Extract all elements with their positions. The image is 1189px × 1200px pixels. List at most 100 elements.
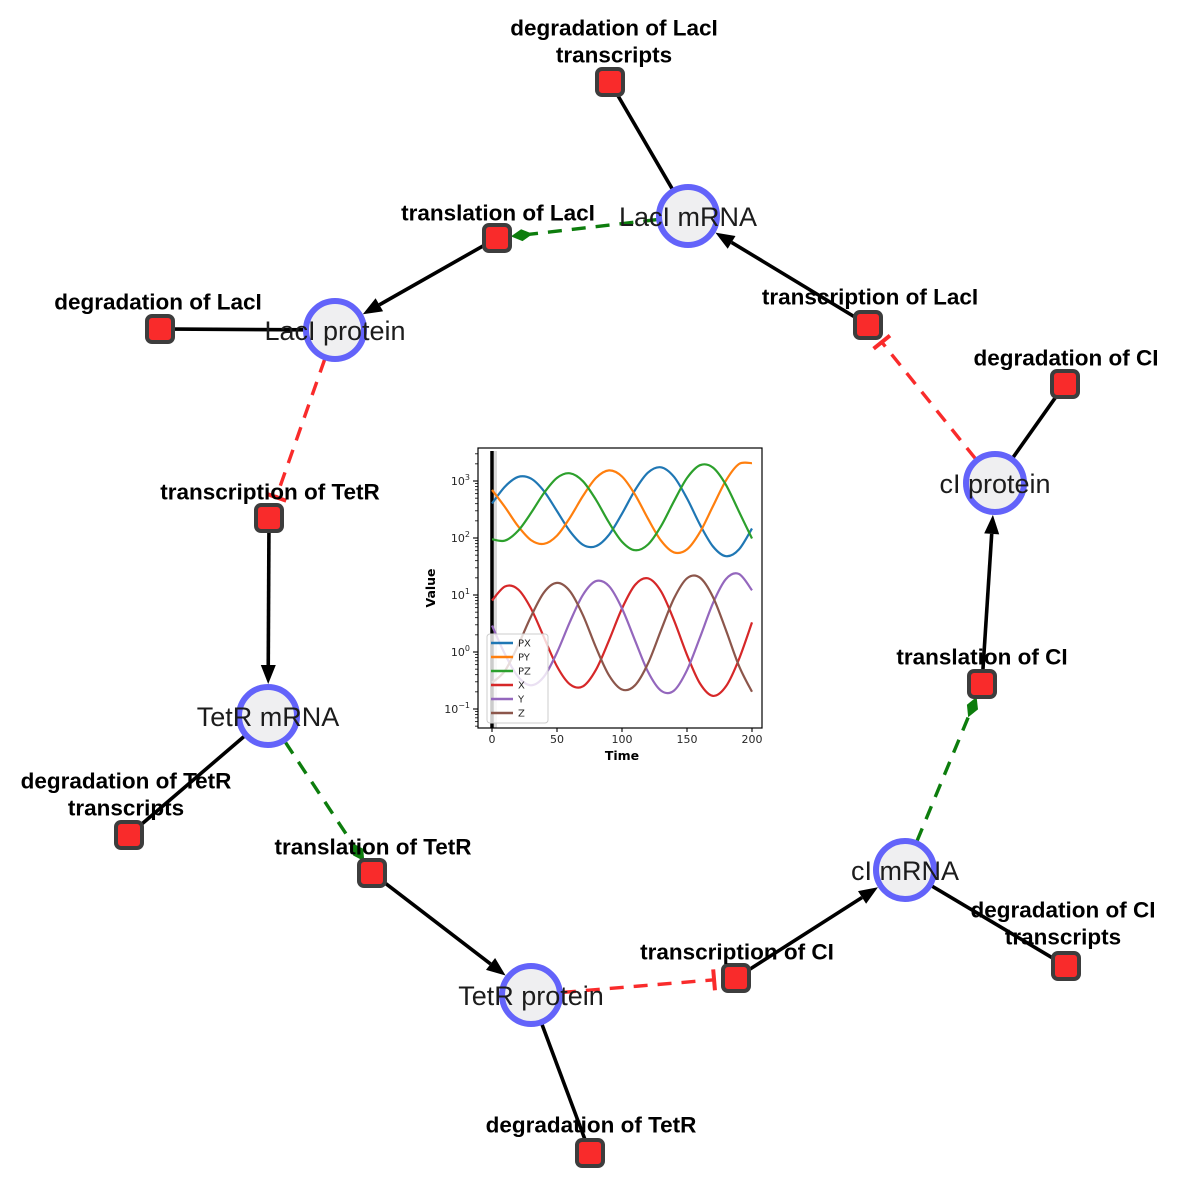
species-label-tetr_protein: TetR protein	[458, 981, 604, 1011]
plot-series-PY	[491, 461, 753, 555]
product-link	[266, 531, 271, 666]
product-link	[382, 880, 492, 966]
reaction-node-transcription_ci[interactable]	[721, 963, 751, 993]
species-node-laci_mrna[interactable]	[656, 184, 720, 248]
y-axis-title: Value	[425, 568, 438, 607]
x-axis-title: Time	[605, 748, 639, 763]
arrowhead-icon	[858, 887, 878, 904]
reaction-node-translation_tetr[interactable]	[357, 858, 387, 888]
reactant-link	[173, 327, 305, 332]
product-link	[981, 533, 994, 671]
reaction-node-transcription_laci[interactable]	[853, 310, 883, 340]
reaction-label-degradation_tetr: degradation of TetR	[486, 1113, 697, 1138]
reaction-node-translation_laci[interactable]	[482, 223, 512, 253]
reaction-node-degradation_ci[interactable]	[1050, 369, 1080, 399]
reaction-label-degradation_laci: degradation of LacI	[54, 290, 262, 315]
edge-transcription_laci-laci_mrna	[715, 232, 857, 320]
reaction-label-transcription_ci: transcription of CI	[640, 940, 834, 965]
inhibition-tee-icon	[265, 491, 287, 503]
reaction-node-degradation_tetr[interactable]	[575, 1138, 605, 1168]
legend-label-PX: PX	[518, 639, 531, 650]
modifier-diamond-icon	[352, 843, 365, 862]
species-label-tetr_mrna: TetR mRNA	[197, 702, 340, 732]
species-node-ci_mrna[interactable]	[873, 838, 937, 902]
edge-tetr_protein-degradation_tetr	[540, 1023, 587, 1141]
reaction-node-degradation_laci[interactable]	[145, 314, 175, 344]
legend-label-Z: Z	[518, 709, 525, 720]
edge-transcription_ci-ci_mrna	[746, 887, 878, 972]
reaction-label-degradation_tetr_transcripts: transcripts	[68, 796, 184, 821]
x-tick-label: 50	[550, 733, 564, 746]
reaction-node-degradation_ci_transcripts[interactable]	[1051, 951, 1081, 981]
inhibition-link	[561, 978, 715, 995]
edge-tetr_mrna-degradation_tetr_transcripts	[138, 734, 246, 828]
plot-series-PX	[491, 466, 753, 558]
product-link	[378, 243, 486, 307]
species-node-tetr_protein[interactable]	[499, 963, 563, 1027]
x-tick-label: 0	[489, 733, 496, 746]
species-label-ci_mrna: cI mRNA	[851, 856, 959, 886]
x-tick-label: 150	[677, 733, 698, 746]
edge-laci_mrna-degradation_laci_transcripts	[615, 93, 674, 191]
inhibition-link	[880, 341, 977, 460]
reaction-label-degradation_ci_transcripts: transcripts	[1005, 925, 1121, 950]
species-label-laci_protein: LacI protein	[264, 316, 405, 346]
modifier-link	[526, 217, 658, 237]
edge-laci_protein-degradation_laci	[173, 327, 305, 332]
reaction-node-translation_ci[interactable]	[967, 669, 997, 699]
plot-frame	[477, 447, 763, 729]
reaction-label-degradation_laci_transcripts: degradation of LacI	[510, 16, 718, 41]
plot-series-Z	[491, 574, 753, 693]
edge-laci_protein-transcription_tetr	[265, 358, 327, 503]
modifier-diamond-icon	[510, 229, 533, 242]
reactant-link	[540, 1023, 587, 1141]
edge-laci_mrna-translation_laci	[510, 217, 658, 242]
reaction-node-degradation_laci_transcripts[interactable]	[595, 67, 625, 97]
product-link	[746, 895, 863, 972]
reactant-link	[1011, 394, 1059, 459]
product-link	[730, 240, 857, 320]
reaction-node-degradation_tetr_transcripts[interactable]	[114, 820, 144, 850]
legend-label-PY: PY	[518, 653, 531, 664]
plot-legend: PX PY PZ XYZ	[486, 633, 549, 724]
y-tick-label: 10−1	[444, 701, 470, 716]
legend-label-Y: Y	[517, 695, 525, 706]
reaction-label-transcription_laci: transcription of LacI	[762, 285, 978, 310]
reaction-node-transcription_tetr[interactable]	[254, 503, 284, 533]
reaction-label-translation_ci: translation of CI	[896, 645, 1067, 670]
arrowhead-icon	[362, 298, 384, 315]
inhibition-tee-icon	[711, 969, 717, 991]
edge-translation_tetr-tetr_protein	[382, 880, 506, 976]
reaction-label-degradation_tetr_transcripts: degradation of TetR	[21, 769, 232, 794]
y-tick-label: 102	[451, 530, 470, 545]
edge-tetr_mrna-translation_tetr	[283, 740, 365, 862]
edge-ci_mrna-degradation_ci_transcripts	[930, 884, 1055, 961]
x-tick-label: 100	[612, 733, 633, 746]
inhibition-link	[274, 358, 327, 498]
transient-streak	[494, 451, 497, 728]
species-label-laci_mrna: LacI mRNA	[619, 202, 757, 232]
plot-series-PZ	[491, 463, 753, 552]
y-tick-label: 101	[451, 587, 470, 602]
reaction-label-translation_laci: translation of LacI	[401, 201, 595, 226]
arrowhead-icon	[984, 514, 1000, 535]
edge-ci_protein-degradation_ci	[1011, 394, 1059, 459]
edge-tetr_protein-transcription_ci	[561, 969, 717, 995]
species-node-ci_protein[interactable]	[963, 451, 1027, 515]
y-tick-label: 100	[451, 644, 470, 659]
reaction-label-degradation_ci_transcripts: degradation of CI	[971, 898, 1156, 923]
arrowhead-icon	[715, 232, 736, 249]
modifier-link	[283, 740, 357, 849]
species-node-laci_protein[interactable]	[303, 298, 367, 362]
reactant-link	[930, 884, 1055, 961]
legend-label-PZ: PZ	[518, 667, 531, 678]
legend-label-X: X	[518, 681, 525, 692]
edge-translation_laci-laci_protein	[362, 243, 486, 315]
reactant-link	[615, 93, 674, 191]
reaction-label-degradation_laci_transcripts: transcripts	[556, 43, 672, 68]
y-tick-label: 103	[451, 473, 470, 488]
species-node-tetr_mrna[interactable]	[236, 684, 300, 748]
simulation-plot: 0 50 100 150 20010−1100101102103TimeValuePXP…	[425, 447, 763, 763]
